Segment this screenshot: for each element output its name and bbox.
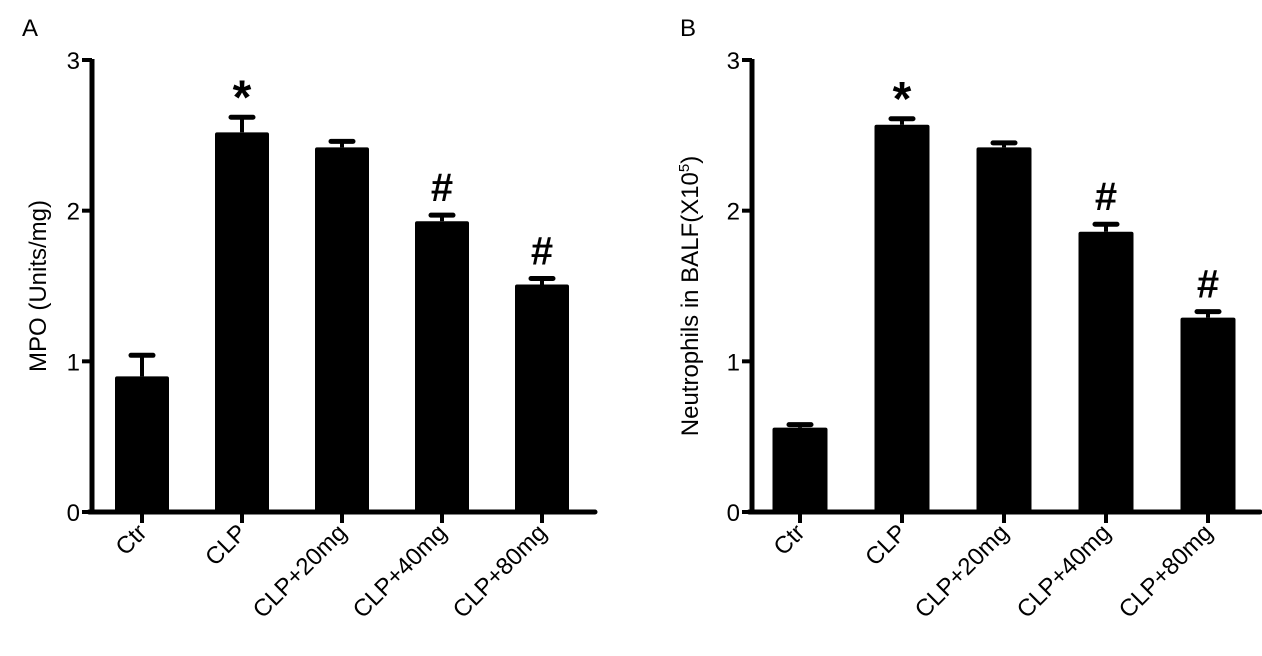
significance-hash: # (531, 229, 553, 273)
x-tick-label: CLP (860, 519, 912, 571)
y-tick-label: 2 (67, 199, 80, 226)
x-tick-label: CLP+80mg (1114, 519, 1218, 623)
significance-hash: # (1095, 175, 1117, 219)
y-tick-label: 2 (727, 199, 740, 226)
y-tick-label: 3 (67, 48, 80, 75)
bar-clp (874, 124, 930, 512)
panel-b-chart: B Neutrophils in BALF(X105) 0 1 2 3 Ctr CLP * C… (676, 15, 1262, 624)
bar-clp-40mg (415, 221, 469, 513)
x-tick-label: CLP+20mg (248, 519, 352, 623)
x-tick-label: Ctr (111, 519, 153, 561)
bar-clp-80mg (515, 284, 569, 512)
significance-hash: # (431, 166, 453, 210)
bar-clp-80mg (1180, 317, 1236, 512)
significance-asterisk: * (233, 71, 252, 124)
y-tick-label: 0 (67, 500, 80, 527)
x-tick-label: CLP+40mg (348, 519, 452, 623)
panel-a-label: A (22, 15, 38, 42)
panel-b-label: B (680, 15, 696, 42)
significance-hash: # (1197, 263, 1219, 307)
panel-a-y-axis-label: MPO (Units/mg) (25, 200, 52, 372)
y-tick-label: 3 (727, 48, 740, 75)
x-tick-label: CLP+40mg (1012, 519, 1116, 623)
x-tick-label: Ctr (769, 519, 811, 561)
bar-clp (215, 132, 269, 512)
x-tick-label: CLP+20mg (910, 519, 1014, 623)
bar-clp-20mg (976, 147, 1032, 513)
y-tick-label: 0 (727, 500, 740, 527)
x-tick-label: CLP+80mg (448, 519, 552, 623)
bar-ctr (772, 427, 828, 512)
y-tick-label: 1 (727, 349, 740, 376)
bar-ctr (115, 376, 169, 512)
panel-b-y-axis-label: Neutrophils in BALF(X105) (676, 156, 704, 436)
x-tick-label: CLP (200, 519, 252, 571)
y-tick-label: 1 (67, 349, 80, 376)
significance-asterisk: * (893, 73, 912, 126)
bar-clp-40mg (1078, 231, 1134, 512)
bar-clp-20mg (315, 147, 369, 513)
